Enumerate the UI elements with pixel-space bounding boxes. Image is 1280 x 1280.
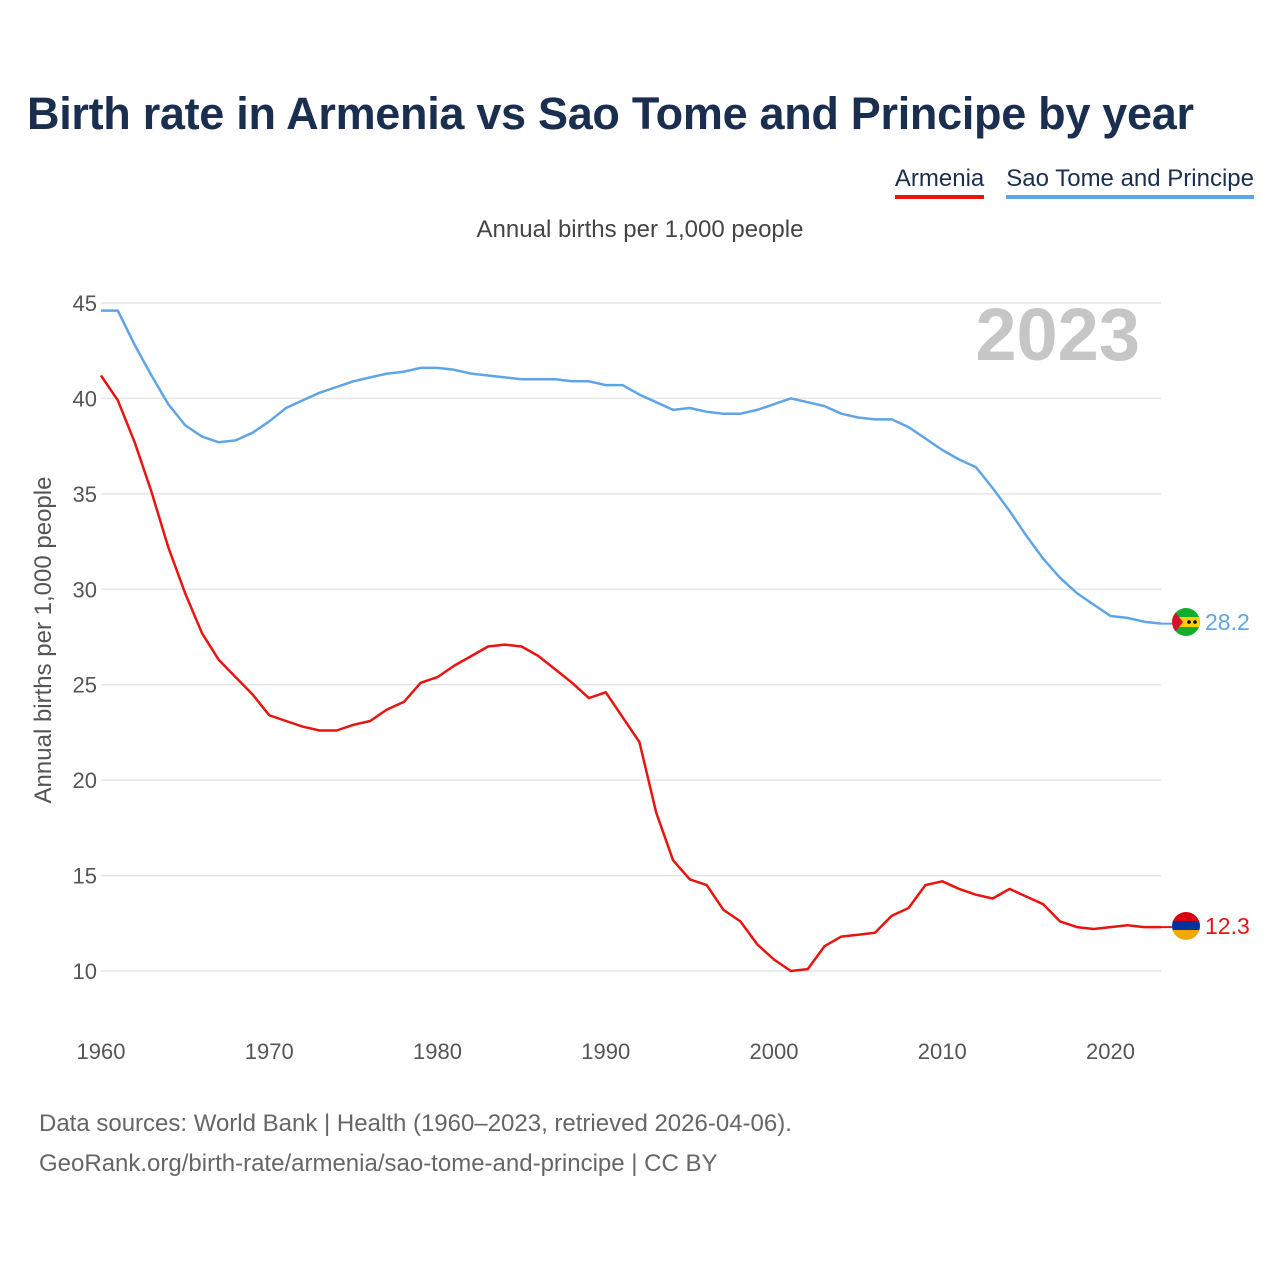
source-url[interactable]: GeoRank.org/birth-rate/armenia/sao-tome-… — [39, 1150, 718, 1177]
series-lines — [99, 309, 1172, 973]
armenia-flag-icon — [1172, 912, 1200, 940]
y-tick-label: 20 — [73, 768, 97, 793]
y-tick-label: 45 — [73, 291, 97, 316]
y-axis-label: Annual births per 1,000 people — [30, 477, 57, 804]
y-tick-label: 40 — [73, 386, 97, 411]
y-tick-label: 10 — [73, 959, 97, 984]
x-tick-label: 1990 — [581, 1039, 630, 1064]
y-tick-label: 35 — [73, 482, 97, 507]
series-line-armenia[interactable] — [99, 374, 1161, 973]
x-tick-label: 2010 — [918, 1039, 967, 1064]
x-tick-label: 1960 — [77, 1039, 126, 1064]
footer: Data sources: World Bank | Health (1960–… — [39, 1104, 792, 1184]
y-tick-label: 25 — [73, 673, 97, 698]
y-tick-label: 15 — [73, 864, 97, 889]
line-chart: 10 15 20 25 30 35 40 45 1960 1970 1980 1990 2000 201… — [30, 291, 1250, 1064]
current-year-label: 2023 — [975, 293, 1140, 376]
end-value-label-armenia: 12.3 — [1205, 913, 1250, 939]
legend-item-sao-tome-and-principe[interactable]: Sao Tome and Principe — [1006, 165, 1254, 199]
data-source-note: Data sources: World Bank | Health (1960–… — [39, 1110, 792, 1137]
end-value-label-sao-tome-and-principe: 28.2 — [1205, 609, 1250, 635]
x-tick-label: 1970 — [245, 1039, 294, 1064]
chart-title: Birth rate in Armenia vs Sao Tome and Pr… — [27, 88, 1194, 139]
x-axis-ticks: 1960 1970 1980 1990 2000 2010 2020 — [77, 1039, 1135, 1064]
y-tick-label: 30 — [73, 577, 97, 602]
x-tick-label: 2000 — [750, 1039, 799, 1064]
legend-item-armenia[interactable]: Armenia — [894, 165, 985, 199]
legend: Armenia Sao Tome and Principe — [894, 165, 1254, 199]
sao-tome-and-principe-flag-icon — [1172, 608, 1200, 636]
chart-subtitle: Annual births per 1,000 people — [476, 216, 804, 243]
y-axis-ticks: 10 15 20 25 30 35 40 45 — [73, 291, 97, 984]
x-tick-label: 2020 — [1086, 1039, 1135, 1064]
series-line-sao-tome-and-principe[interactable] — [101, 309, 1162, 625]
grid-lines — [101, 302, 1161, 972]
x-tick-label: 1980 — [413, 1039, 462, 1064]
